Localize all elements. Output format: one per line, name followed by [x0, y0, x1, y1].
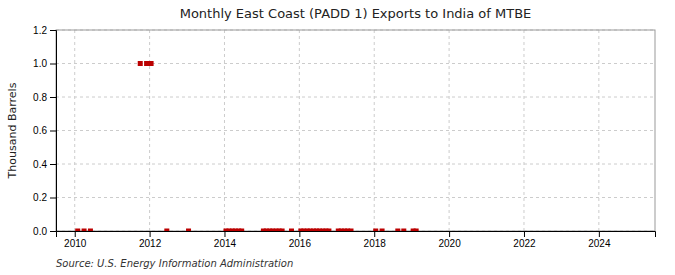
point [186, 229, 191, 232]
point [289, 229, 294, 232]
y-axis-tick-label: 1.2 [33, 25, 47, 36]
chart: 201020122014201620182020202220240.00.20.… [0, 0, 675, 275]
point [144, 61, 149, 66]
grid-line-y [56, 130, 655, 131]
y-axis-tick-mark [50, 30, 56, 31]
y-axis-tick-label: 1.0 [33, 58, 47, 69]
x-axis-tick-mark [75, 231, 76, 237]
point [82, 229, 87, 232]
x-axis-tick-label: 2020 [438, 238, 461, 249]
x-axis-tick: 2012 [139, 231, 162, 249]
x-axis-tick: 2018 [364, 231, 387, 249]
x-axis: 2010 2012 2014 2016 2018 2020 2022 2024 [57, 231, 656, 249]
x-axis-tick-label: 2024 [588, 238, 611, 249]
y-axis-tick: 1.0 [33, 58, 56, 69]
y-axis-tick-mark [50, 164, 56, 165]
point [280, 229, 285, 232]
y-axis-tick-mark [50, 64, 56, 65]
point [164, 229, 169, 232]
x-axis-tick-mark [299, 231, 300, 237]
source-note: Source: U.S. Energy Information Administ… [56, 258, 293, 269]
x-axis-tick-mark [150, 231, 151, 237]
point [395, 229, 400, 232]
x-axis-tick-mark [449, 231, 450, 237]
point [380, 229, 385, 232]
grid [56, 30, 655, 231]
grid-line-y [56, 97, 655, 98]
x-axis-tick-label: 2022 [513, 238, 536, 249]
x-axis-tick: 2016 [289, 231, 312, 249]
point [239, 229, 244, 232]
point [414, 229, 419, 232]
point [138, 61, 143, 66]
y-axis-tick-label: 0.4 [33, 159, 47, 170]
x-axis-tick-mark [599, 231, 600, 237]
y-axis-tick-mark [50, 131, 56, 132]
x-axis-tick: 2022 [513, 231, 536, 249]
point [149, 61, 154, 66]
y-axis-tick-mark [50, 198, 56, 199]
x-axis-tick-mark [224, 231, 225, 237]
y-axis-tick-mark [50, 97, 56, 98]
x-axis-tick: 2024 [588, 231, 611, 249]
plot-frame [56, 30, 655, 231]
points [75, 61, 418, 231]
y-axis-tick-label: 0.6 [33, 125, 47, 136]
x-axis-tick-label: 2018 [364, 238, 387, 249]
y-axis-tick: 0.4 [33, 159, 56, 170]
x-axis-tick: 2010 [64, 231, 87, 249]
x-axis-tick: 2020 [438, 231, 461, 249]
x-axis-tick-mark [524, 231, 525, 237]
y-axis-tick: 1.2 [33, 25, 56, 36]
x-axis-tick-mark [374, 231, 375, 237]
y-axis-tick-label: 0.8 [33, 92, 47, 103]
point [401, 229, 406, 232]
grid-line-y [56, 197, 655, 198]
grid-line-y [56, 164, 655, 165]
y-axis-tick-label: 0.2 [33, 192, 47, 203]
x-axis-line [57, 232, 656, 238]
grid-line-x [149, 30, 150, 231]
plot: 201020122014201620182020202220240.00.20.… [33, 25, 655, 249]
point [75, 229, 80, 232]
point [373, 229, 378, 232]
y-axis-tick-label: 0.0 [33, 226, 47, 237]
x-axis-tick-label: 2010 [64, 238, 87, 249]
x-axis-tick-label: 2016 [289, 238, 312, 249]
point [349, 229, 354, 232]
x-axis-tick: 2014 [214, 231, 237, 249]
y-axis-line [50, 31, 57, 232]
point [88, 229, 93, 232]
x-axis-tick-label: 2012 [139, 238, 162, 249]
point [326, 229, 331, 232]
y-axis-tick: 0.6 [33, 125, 56, 136]
y-axis-tick-mark [50, 231, 56, 232]
y-axis-tick: 0.0 [33, 226, 56, 237]
x-axis-tick-label: 2014 [214, 238, 237, 249]
y-axis: 0.0 0.2 0.4 0.6 0.8 1.0 1.2 [33, 25, 56, 237]
y-axis-title: Thousand Barrels [6, 82, 19, 179]
y-axis-tick: 0.2 [33, 192, 56, 203]
y-axis-tick: 0.8 [33, 92, 56, 103]
title: Monthly East Coast (PADD 1) Exports to I… [180, 6, 532, 21]
